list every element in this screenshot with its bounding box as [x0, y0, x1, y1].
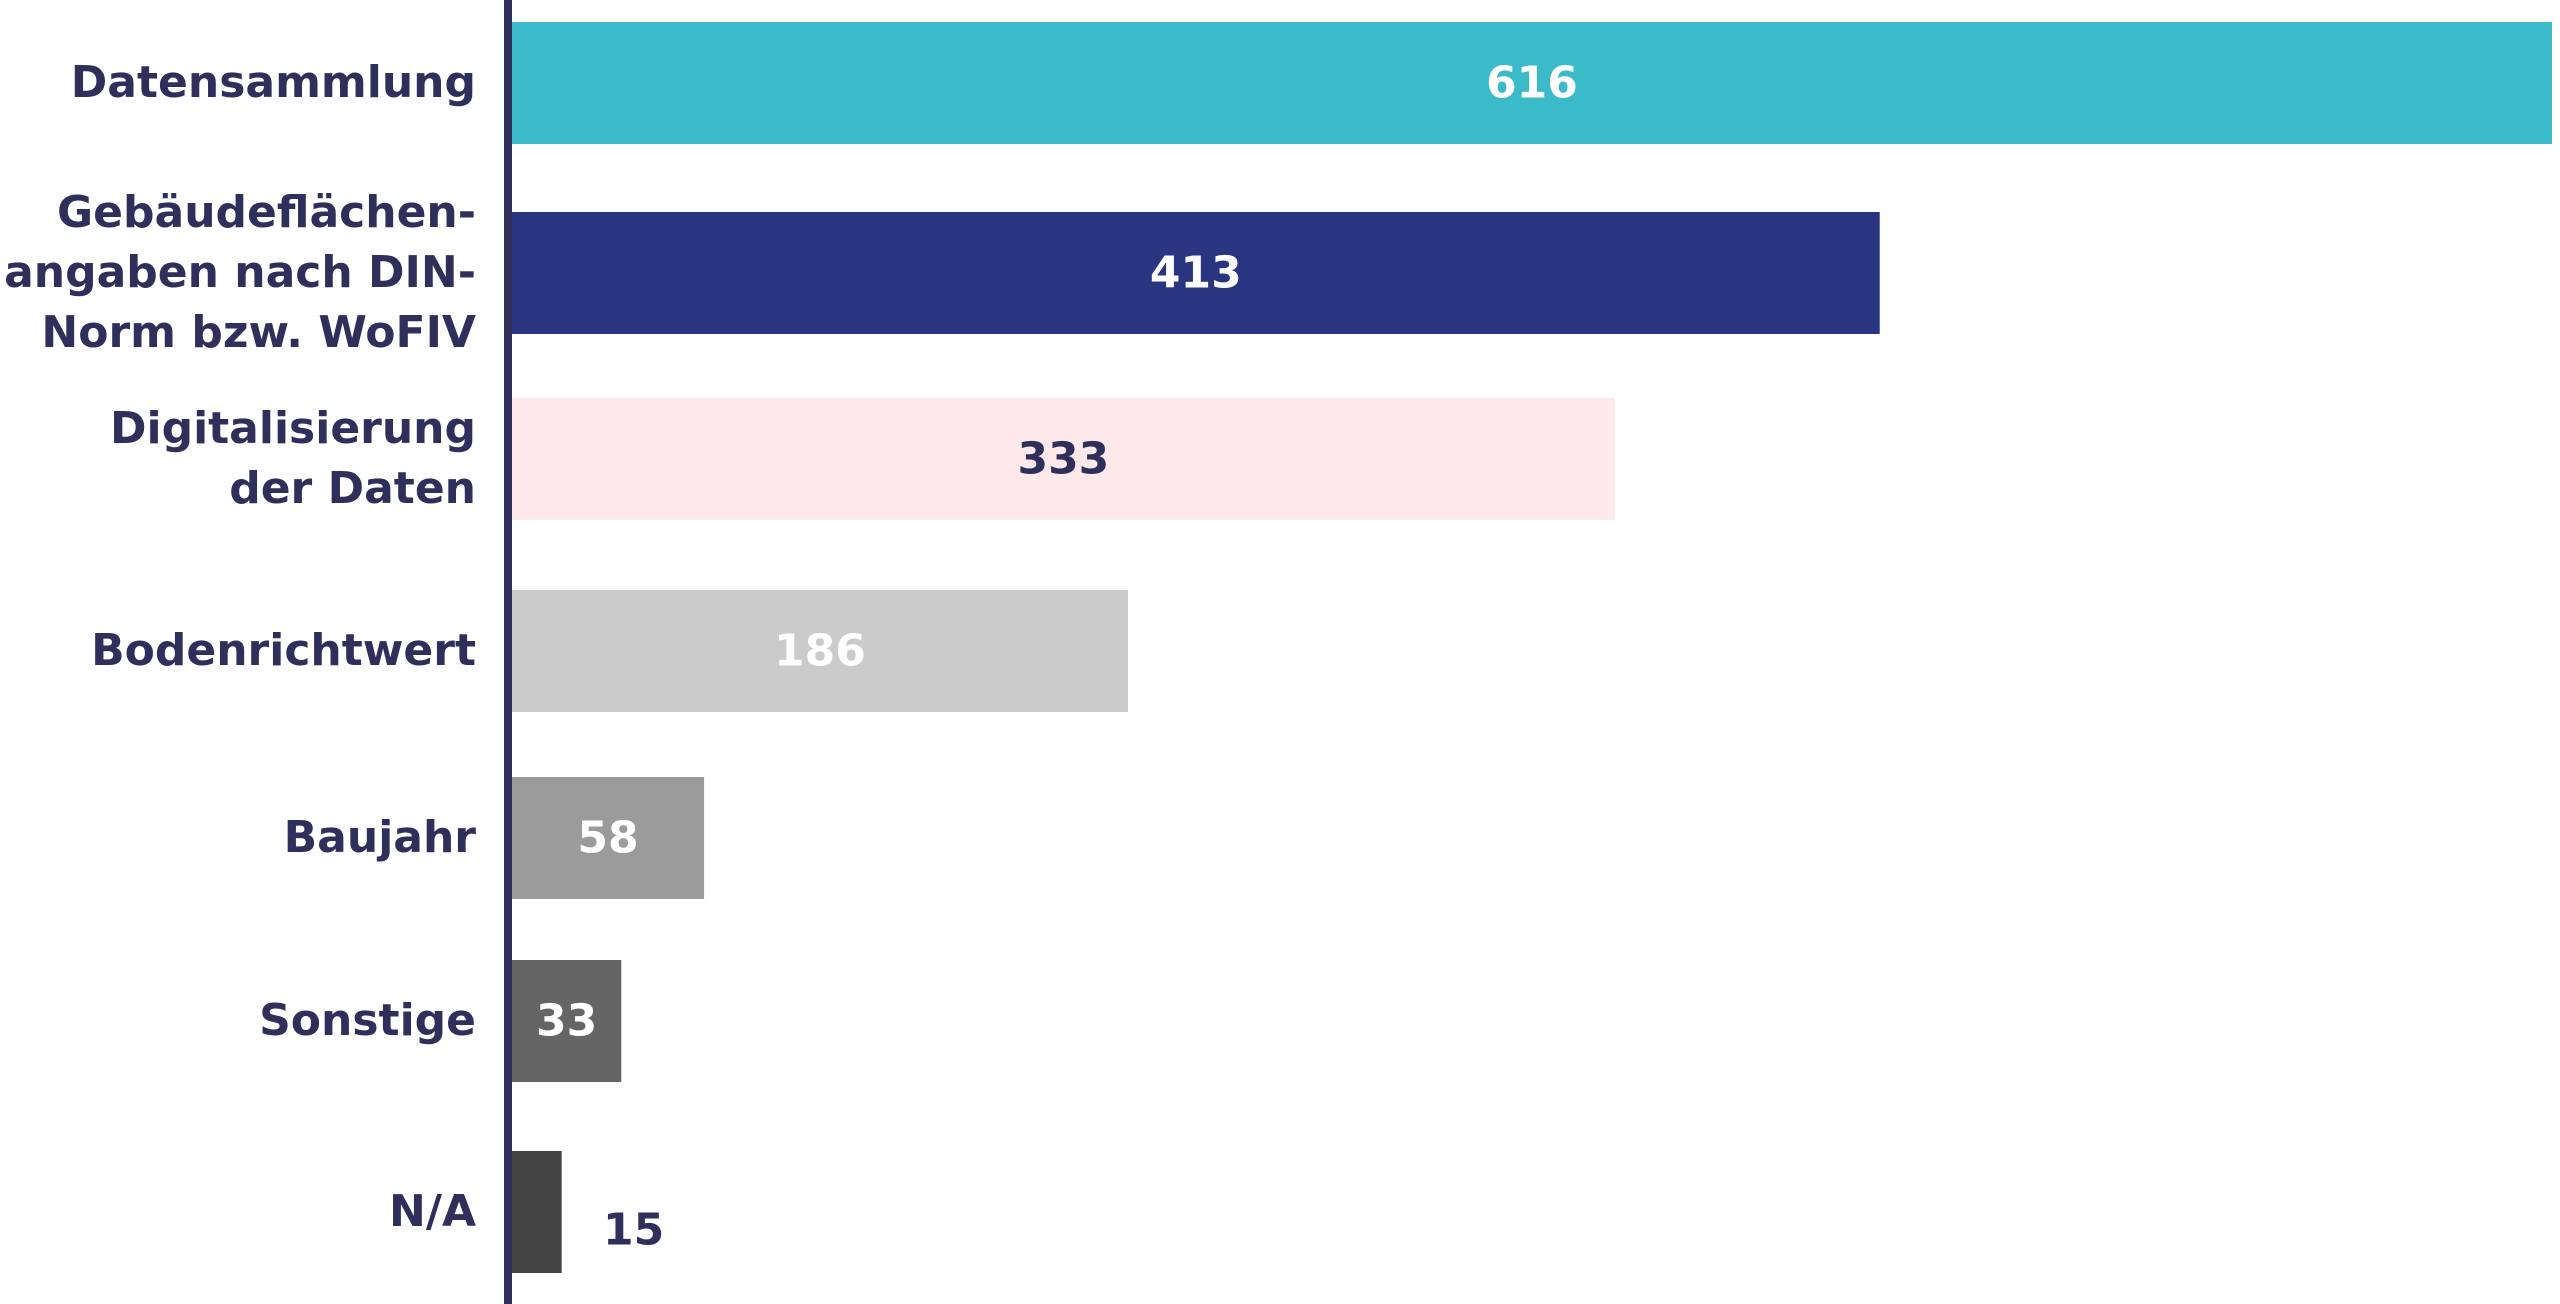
category-label-3: Bodenrichtwert — [91, 625, 476, 676]
bar-0 — [512, 22, 2552, 144]
value-label-2: 333 — [1017, 434, 1109, 485]
category-labels-layer: Datensammlung Gebäudeflächen-angaben nach… — [4, 57, 476, 1237]
category-label-5: Sonstige — [259, 995, 476, 1046]
value-label-3: 186 — [774, 626, 866, 677]
bars-layer — [512, 22, 2552, 1273]
category-label-1: Gebäudeflächen-angaben nach DIN-Norm bzw… — [4, 187, 476, 358]
value-label-4: 58 — [577, 813, 638, 864]
value-label-6: 15 — [603, 1205, 664, 1256]
bar-3 — [512, 590, 1128, 712]
bar-6 — [512, 1151, 562, 1273]
value-label-1: 413 — [1150, 248, 1242, 299]
bar-1 — [512, 212, 1880, 334]
category-label-2: Digitalisierung der Daten — [110, 403, 476, 514]
bar-5 — [512, 960, 622, 1082]
value-label-5: 33 — [536, 996, 597, 1047]
value-label-0: 616 — [1486, 58, 1578, 109]
category-label-4: Baujahr — [284, 812, 477, 863]
bar-2 — [512, 398, 1615, 520]
value-labels-layer: 616 413 333 186 58 33 15 — [536, 58, 1578, 1256]
category-label-6: N/A — [389, 1186, 476, 1237]
bar-4 — [512, 777, 705, 899]
category-label-0: Datensammlung — [71, 57, 476, 108]
